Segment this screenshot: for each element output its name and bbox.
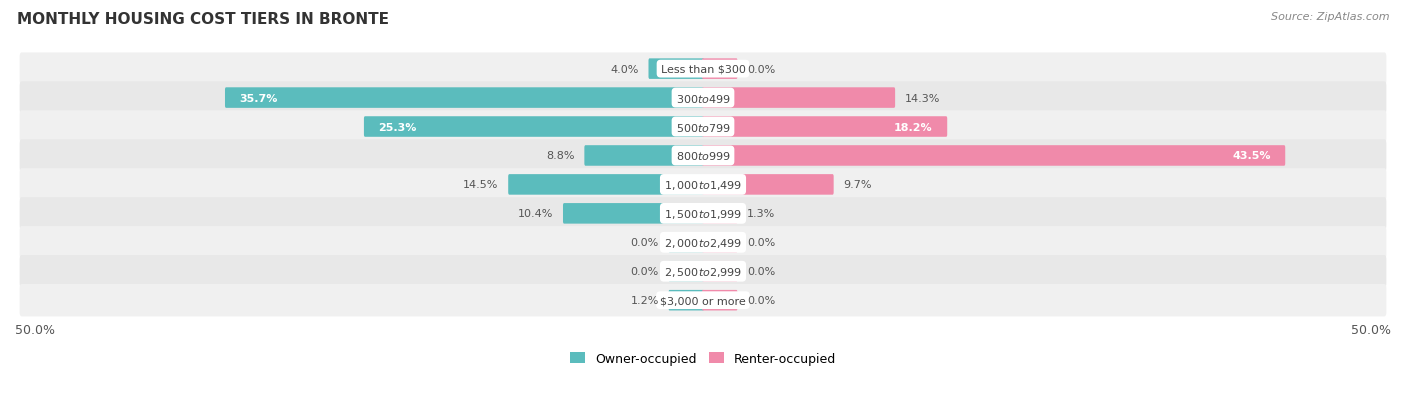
- FancyBboxPatch shape: [20, 169, 1386, 201]
- FancyBboxPatch shape: [20, 53, 1386, 85]
- Legend: Owner-occupied, Renter-occupied: Owner-occupied, Renter-occupied: [565, 347, 841, 370]
- Text: 9.7%: 9.7%: [844, 180, 872, 190]
- Text: 14.3%: 14.3%: [904, 93, 941, 103]
- FancyBboxPatch shape: [702, 204, 738, 224]
- Text: $2,000 to $2,499: $2,000 to $2,499: [664, 236, 742, 249]
- Text: 0.0%: 0.0%: [747, 267, 775, 277]
- Text: 43.5%: 43.5%: [1232, 151, 1271, 161]
- Text: Less than $300: Less than $300: [661, 64, 745, 74]
- FancyBboxPatch shape: [20, 227, 1386, 259]
- Text: $1,000 to $1,499: $1,000 to $1,499: [664, 178, 742, 192]
- Text: 0.0%: 0.0%: [747, 238, 775, 248]
- Text: 35.7%: 35.7%: [239, 93, 278, 103]
- FancyBboxPatch shape: [702, 88, 896, 109]
- FancyBboxPatch shape: [668, 233, 704, 253]
- Text: $300 to $499: $300 to $499: [675, 93, 731, 104]
- FancyBboxPatch shape: [702, 233, 738, 253]
- FancyBboxPatch shape: [702, 175, 834, 195]
- FancyBboxPatch shape: [508, 175, 704, 195]
- FancyBboxPatch shape: [668, 261, 704, 282]
- Text: 25.3%: 25.3%: [378, 122, 416, 132]
- Text: 0.0%: 0.0%: [747, 64, 775, 74]
- FancyBboxPatch shape: [20, 198, 1386, 230]
- Text: MONTHLY HOUSING COST TIERS IN BRONTE: MONTHLY HOUSING COST TIERS IN BRONTE: [17, 12, 389, 27]
- Text: 0.0%: 0.0%: [747, 295, 775, 306]
- FancyBboxPatch shape: [562, 204, 704, 224]
- Text: 14.5%: 14.5%: [463, 180, 499, 190]
- Text: $2,500 to $2,999: $2,500 to $2,999: [664, 265, 742, 278]
- FancyBboxPatch shape: [585, 146, 704, 166]
- FancyBboxPatch shape: [702, 290, 738, 311]
- Text: 1.3%: 1.3%: [747, 209, 775, 219]
- FancyBboxPatch shape: [702, 117, 948, 138]
- FancyBboxPatch shape: [702, 261, 738, 282]
- FancyBboxPatch shape: [20, 82, 1386, 114]
- Text: $3,000 or more: $3,000 or more: [661, 295, 745, 306]
- Text: 0.0%: 0.0%: [631, 238, 659, 248]
- Text: 4.0%: 4.0%: [610, 64, 638, 74]
- Text: 1.2%: 1.2%: [630, 295, 659, 306]
- Text: 18.2%: 18.2%: [894, 122, 932, 132]
- FancyBboxPatch shape: [20, 255, 1386, 288]
- Text: 8.8%: 8.8%: [547, 151, 575, 161]
- FancyBboxPatch shape: [364, 117, 704, 138]
- FancyBboxPatch shape: [20, 111, 1386, 143]
- FancyBboxPatch shape: [668, 290, 704, 311]
- Text: 0.0%: 0.0%: [631, 267, 659, 277]
- FancyBboxPatch shape: [702, 59, 738, 80]
- FancyBboxPatch shape: [20, 140, 1386, 172]
- Text: $500 to $799: $500 to $799: [675, 121, 731, 133]
- Text: $1,500 to $1,999: $1,500 to $1,999: [664, 207, 742, 220]
- Text: 10.4%: 10.4%: [517, 209, 554, 219]
- Text: Source: ZipAtlas.com: Source: ZipAtlas.com: [1271, 12, 1389, 22]
- Text: $800 to $999: $800 to $999: [675, 150, 731, 162]
- FancyBboxPatch shape: [702, 146, 1285, 166]
- FancyBboxPatch shape: [648, 59, 704, 80]
- FancyBboxPatch shape: [225, 88, 704, 109]
- FancyBboxPatch shape: [20, 284, 1386, 317]
